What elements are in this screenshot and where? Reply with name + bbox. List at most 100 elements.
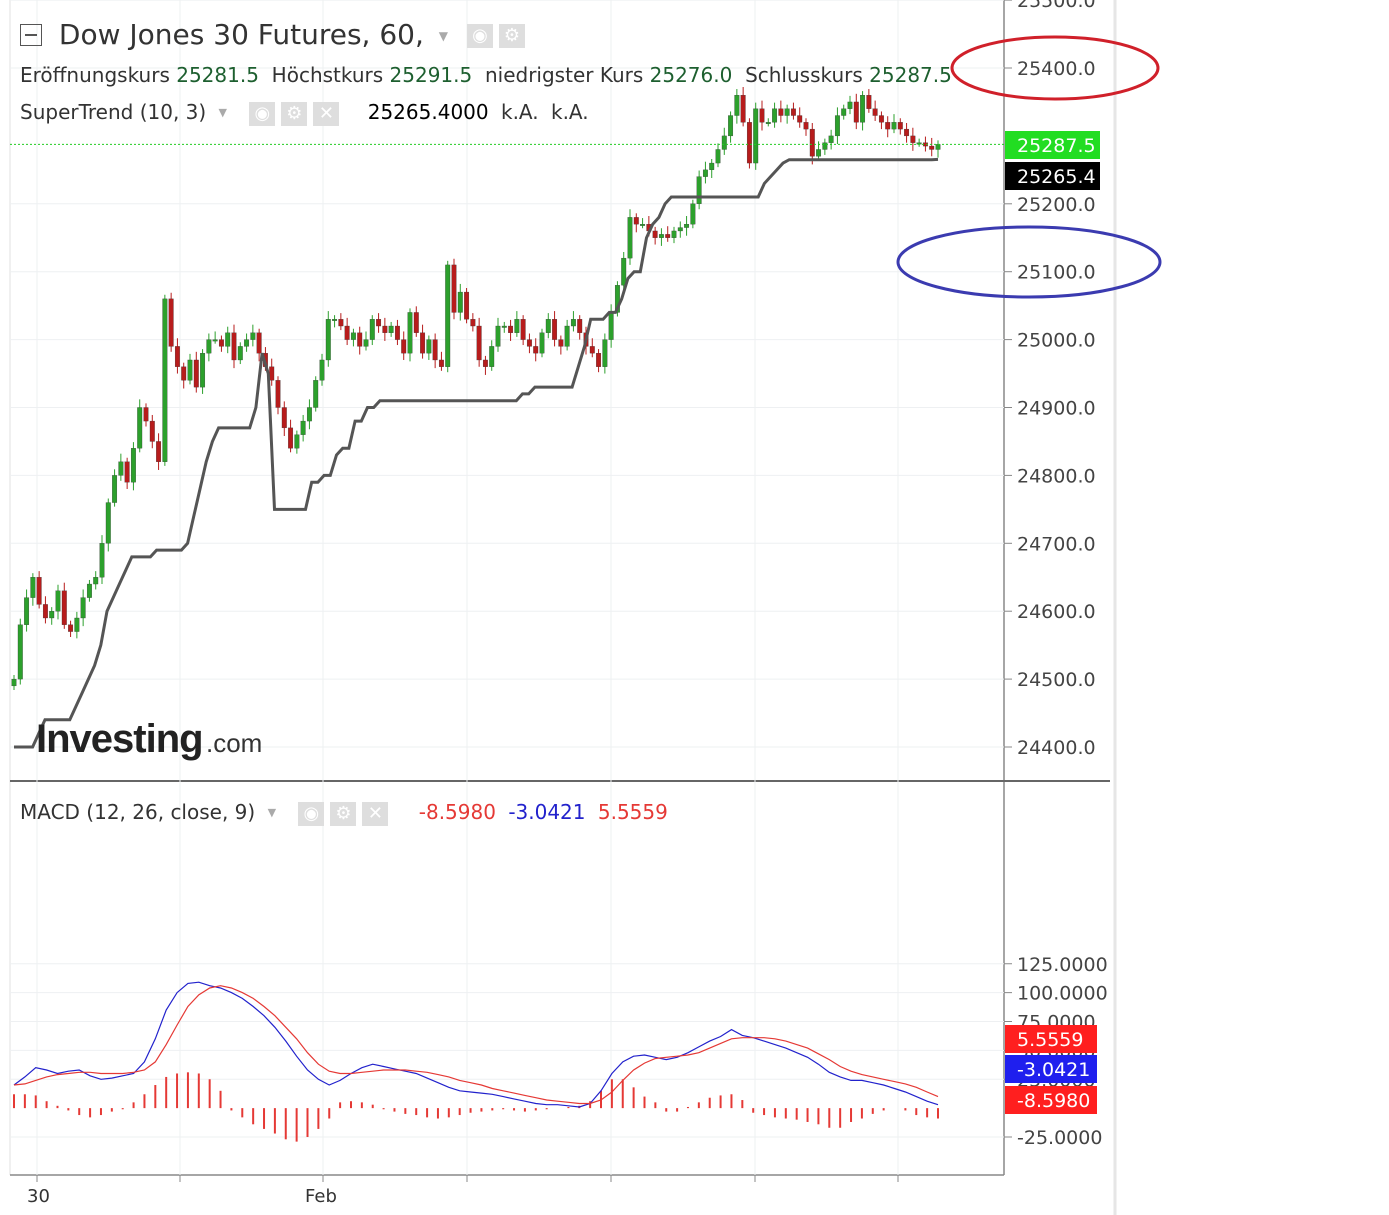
candle-down xyxy=(790,108,796,116)
supertrend-na-1: k.A. xyxy=(500,100,539,124)
macd-histogram-value: -8.5980 xyxy=(418,800,496,824)
candle-up xyxy=(709,162,715,170)
chevron-down-icon[interactable]: ▼ xyxy=(267,806,277,819)
candle-up xyxy=(300,420,306,435)
supertrend-label: SuperTrend (10, 3) xyxy=(20,100,207,124)
close-icon[interactable]: ✕ xyxy=(362,801,389,826)
eye-icon[interactable]: ◉ xyxy=(466,24,493,48)
candle-up xyxy=(860,95,866,123)
candle-down xyxy=(482,359,488,367)
investing-watermark: Investing xyxy=(36,717,203,761)
candle-up xyxy=(753,108,759,164)
gear-icon[interactable]: ⚙ xyxy=(330,801,357,826)
macd-tick-label: 100.0000 xyxy=(1017,983,1108,1005)
chevron-down-icon[interactable]: ▼ xyxy=(218,106,228,119)
candle-up xyxy=(677,227,683,232)
supertrend-path xyxy=(14,157,939,749)
candle-up xyxy=(237,346,243,361)
supertrend-legend: SuperTrend (10, 3) ▼ ◉ ⚙ ✕ 25265.4000 k.A.… xyxy=(20,100,589,126)
candle-up xyxy=(187,359,193,381)
supertrend-value: 25265.4000 xyxy=(367,100,489,124)
candle-up xyxy=(118,461,124,476)
candle-up xyxy=(671,230,677,238)
candle-down xyxy=(156,441,162,462)
candle-down xyxy=(281,407,287,429)
candle-down xyxy=(866,95,872,109)
price-tick-label: 24600.0 xyxy=(1017,601,1096,623)
candle-down xyxy=(558,339,564,347)
candle-down xyxy=(520,319,526,340)
candle-down xyxy=(143,407,149,422)
candle-up xyxy=(847,101,853,109)
candle-up xyxy=(715,149,721,164)
close-icon[interactable]: ✕ xyxy=(313,101,340,126)
signal-badge-text: 5.5559 xyxy=(1017,1029,1083,1051)
candle-up xyxy=(684,224,690,228)
candle-down xyxy=(42,604,48,619)
candle-down xyxy=(470,319,476,327)
signal-badge-box xyxy=(1005,1025,1097,1053)
high-value: 25291.5 xyxy=(389,63,473,87)
price-tick-label: 24800.0 xyxy=(1017,465,1096,487)
candle-up xyxy=(721,135,727,150)
candle-up xyxy=(388,325,394,333)
candle-up xyxy=(426,339,432,354)
candle-up xyxy=(784,108,790,116)
candle-down xyxy=(476,325,482,361)
macd-line xyxy=(13,981,939,1108)
candle-down xyxy=(168,298,174,347)
symbol-header: Dow Jones 30 Futures, 60, ▼ ◉ ⚙ xyxy=(20,18,531,51)
candle-up xyxy=(17,624,23,680)
candle-down xyxy=(149,420,155,442)
candle-down xyxy=(376,319,382,327)
candle-down xyxy=(420,332,426,354)
candle-down xyxy=(218,339,224,347)
candle-down xyxy=(533,346,539,354)
collapse-toggle-icon[interactable] xyxy=(20,24,42,46)
candle-up xyxy=(225,332,231,347)
candle-down xyxy=(508,325,514,333)
candle-up xyxy=(702,169,708,177)
histogram-badge-text: -8.5980 xyxy=(1017,1090,1090,1112)
candle-down xyxy=(401,339,407,354)
low-value: 25276.0 xyxy=(649,63,733,87)
candle-up xyxy=(539,332,545,354)
candle-up xyxy=(112,475,118,503)
symbol-title: Dow Jones 30 Futures, 60, xyxy=(58,18,424,51)
red-highlight-ellipse xyxy=(950,35,1160,101)
macd-badge-text: -3.0421 xyxy=(1017,1059,1090,1081)
price-tick-label: 25400.0 xyxy=(1017,58,1096,80)
candle-down xyxy=(910,135,916,143)
price-tick-label: 25500.0 xyxy=(1017,0,1096,12)
candle-up xyxy=(200,353,206,388)
supertrend-badge-text: 25265.4 xyxy=(1017,166,1096,188)
eye-icon[interactable]: ◉ xyxy=(249,101,276,126)
candle-down xyxy=(394,325,400,340)
candle-down xyxy=(68,624,74,632)
candle-up xyxy=(445,264,451,367)
candle-up xyxy=(514,319,520,333)
candle-up xyxy=(457,291,463,313)
candle-down xyxy=(124,461,130,483)
candle-up xyxy=(206,339,212,354)
candle-up xyxy=(602,339,608,367)
candle-up xyxy=(74,617,80,632)
candle-up xyxy=(640,224,646,226)
candle-up xyxy=(137,407,143,449)
candle-down xyxy=(382,325,388,333)
gear-icon[interactable]: ⚙ xyxy=(281,101,308,126)
candle-down xyxy=(432,339,438,361)
macd-signal-value: 5.5559 xyxy=(597,800,668,824)
candle-up xyxy=(93,577,99,585)
eye-icon[interactable]: ◉ xyxy=(298,801,325,826)
candle-up xyxy=(495,325,501,347)
candle-down xyxy=(596,353,602,367)
supertrend-badge-box xyxy=(1005,162,1100,190)
candle-up xyxy=(313,380,319,408)
gear-icon[interactable]: ⚙ xyxy=(498,24,525,48)
candle-down xyxy=(193,359,199,388)
candle-up xyxy=(772,108,778,123)
macd-tick-label: 125.0000 xyxy=(1017,954,1108,976)
chevron-down-icon[interactable]: ▼ xyxy=(438,29,449,43)
candle-up xyxy=(614,285,620,313)
